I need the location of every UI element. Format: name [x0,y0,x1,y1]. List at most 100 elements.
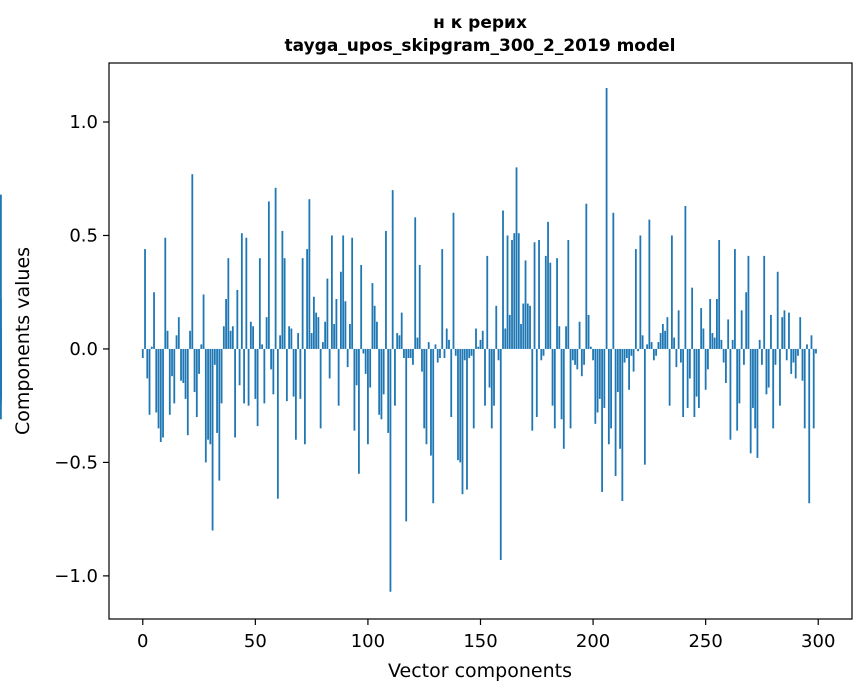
bar [740,310,743,349]
x-tick-label: 50 [244,631,267,652]
bar [204,348,207,463]
bar [211,348,214,531]
bar [504,328,507,349]
plot-frame [108,62,853,620]
bar [258,258,261,349]
bar [434,344,437,349]
bar [231,326,234,349]
bar [315,312,318,349]
bar [495,305,498,349]
bar [592,348,594,361]
bar [486,255,489,349]
bar [562,348,565,449]
bar [425,348,428,445]
bar [770,314,772,349]
bar [565,326,567,349]
bar [227,258,230,349]
bar [747,255,750,349]
bar [783,310,786,349]
bar [598,348,601,399]
bar [441,249,444,349]
bar [157,348,160,429]
bar [283,258,286,349]
bar [335,299,338,349]
bar [238,348,241,386]
bar [772,348,775,429]
bar [738,348,741,404]
bar [466,348,468,490]
x-axis-ticks: 0 50 100 150 200 250 300 [137,619,835,652]
bar [281,230,284,349]
y-axis-label: Components values [12,247,34,435]
bar [558,326,561,349]
bar [585,203,588,349]
bar [141,348,144,359]
y-axis-ticks: −1.0 −0.5 0.0 0.5 1.0 [54,112,109,587]
bar [718,240,721,349]
bar [551,348,554,406]
x-tick-label: 150 [463,631,497,652]
bar [745,292,748,349]
bar [490,348,493,429]
bar [610,348,612,429]
bar [637,348,640,352]
bar [378,348,381,415]
bar [612,212,615,349]
bar [272,348,275,395]
bar [412,348,414,365]
bar [774,348,777,365]
bar [803,348,806,429]
bar [342,235,345,349]
bar [711,333,714,349]
y-tick-label: −1.0 [54,566,98,587]
bar [506,235,509,349]
bar [358,348,360,474]
bar [799,317,802,349]
bar [387,348,390,433]
bar [274,187,277,349]
bar [463,348,466,361]
bar [195,348,198,418]
bar [261,344,263,349]
bar [792,348,795,363]
bar [499,348,502,560]
bar [655,348,658,356]
bar [756,348,759,458]
bar [538,240,540,349]
bar [634,249,637,349]
bar [423,348,426,429]
bar [229,330,232,349]
bar [360,264,363,349]
bar [175,335,178,349]
bar [396,333,399,349]
bar [247,348,250,406]
bar [580,348,583,377]
bar [168,348,171,415]
bar [686,348,689,408]
bar [725,348,727,383]
bar [540,348,543,361]
bar [729,348,732,440]
bar [189,330,191,349]
bar [373,305,376,349]
bar [639,235,642,349]
x-axis-label: Vector components [388,660,572,682]
bar [333,323,336,349]
bar [439,348,441,359]
bar [222,326,225,349]
bar [736,348,739,431]
x-tick-label: 100 [351,631,385,652]
bar [707,348,709,370]
bar [632,348,635,372]
bar [720,339,723,349]
bar [254,348,257,399]
bar [788,312,790,349]
chart-subtitle: tayga_upos_skipgram_300_2_2019 model [285,36,676,56]
bar [414,217,417,349]
bar [263,348,266,404]
bar [621,348,624,501]
bar [812,348,815,429]
bar [391,190,394,349]
